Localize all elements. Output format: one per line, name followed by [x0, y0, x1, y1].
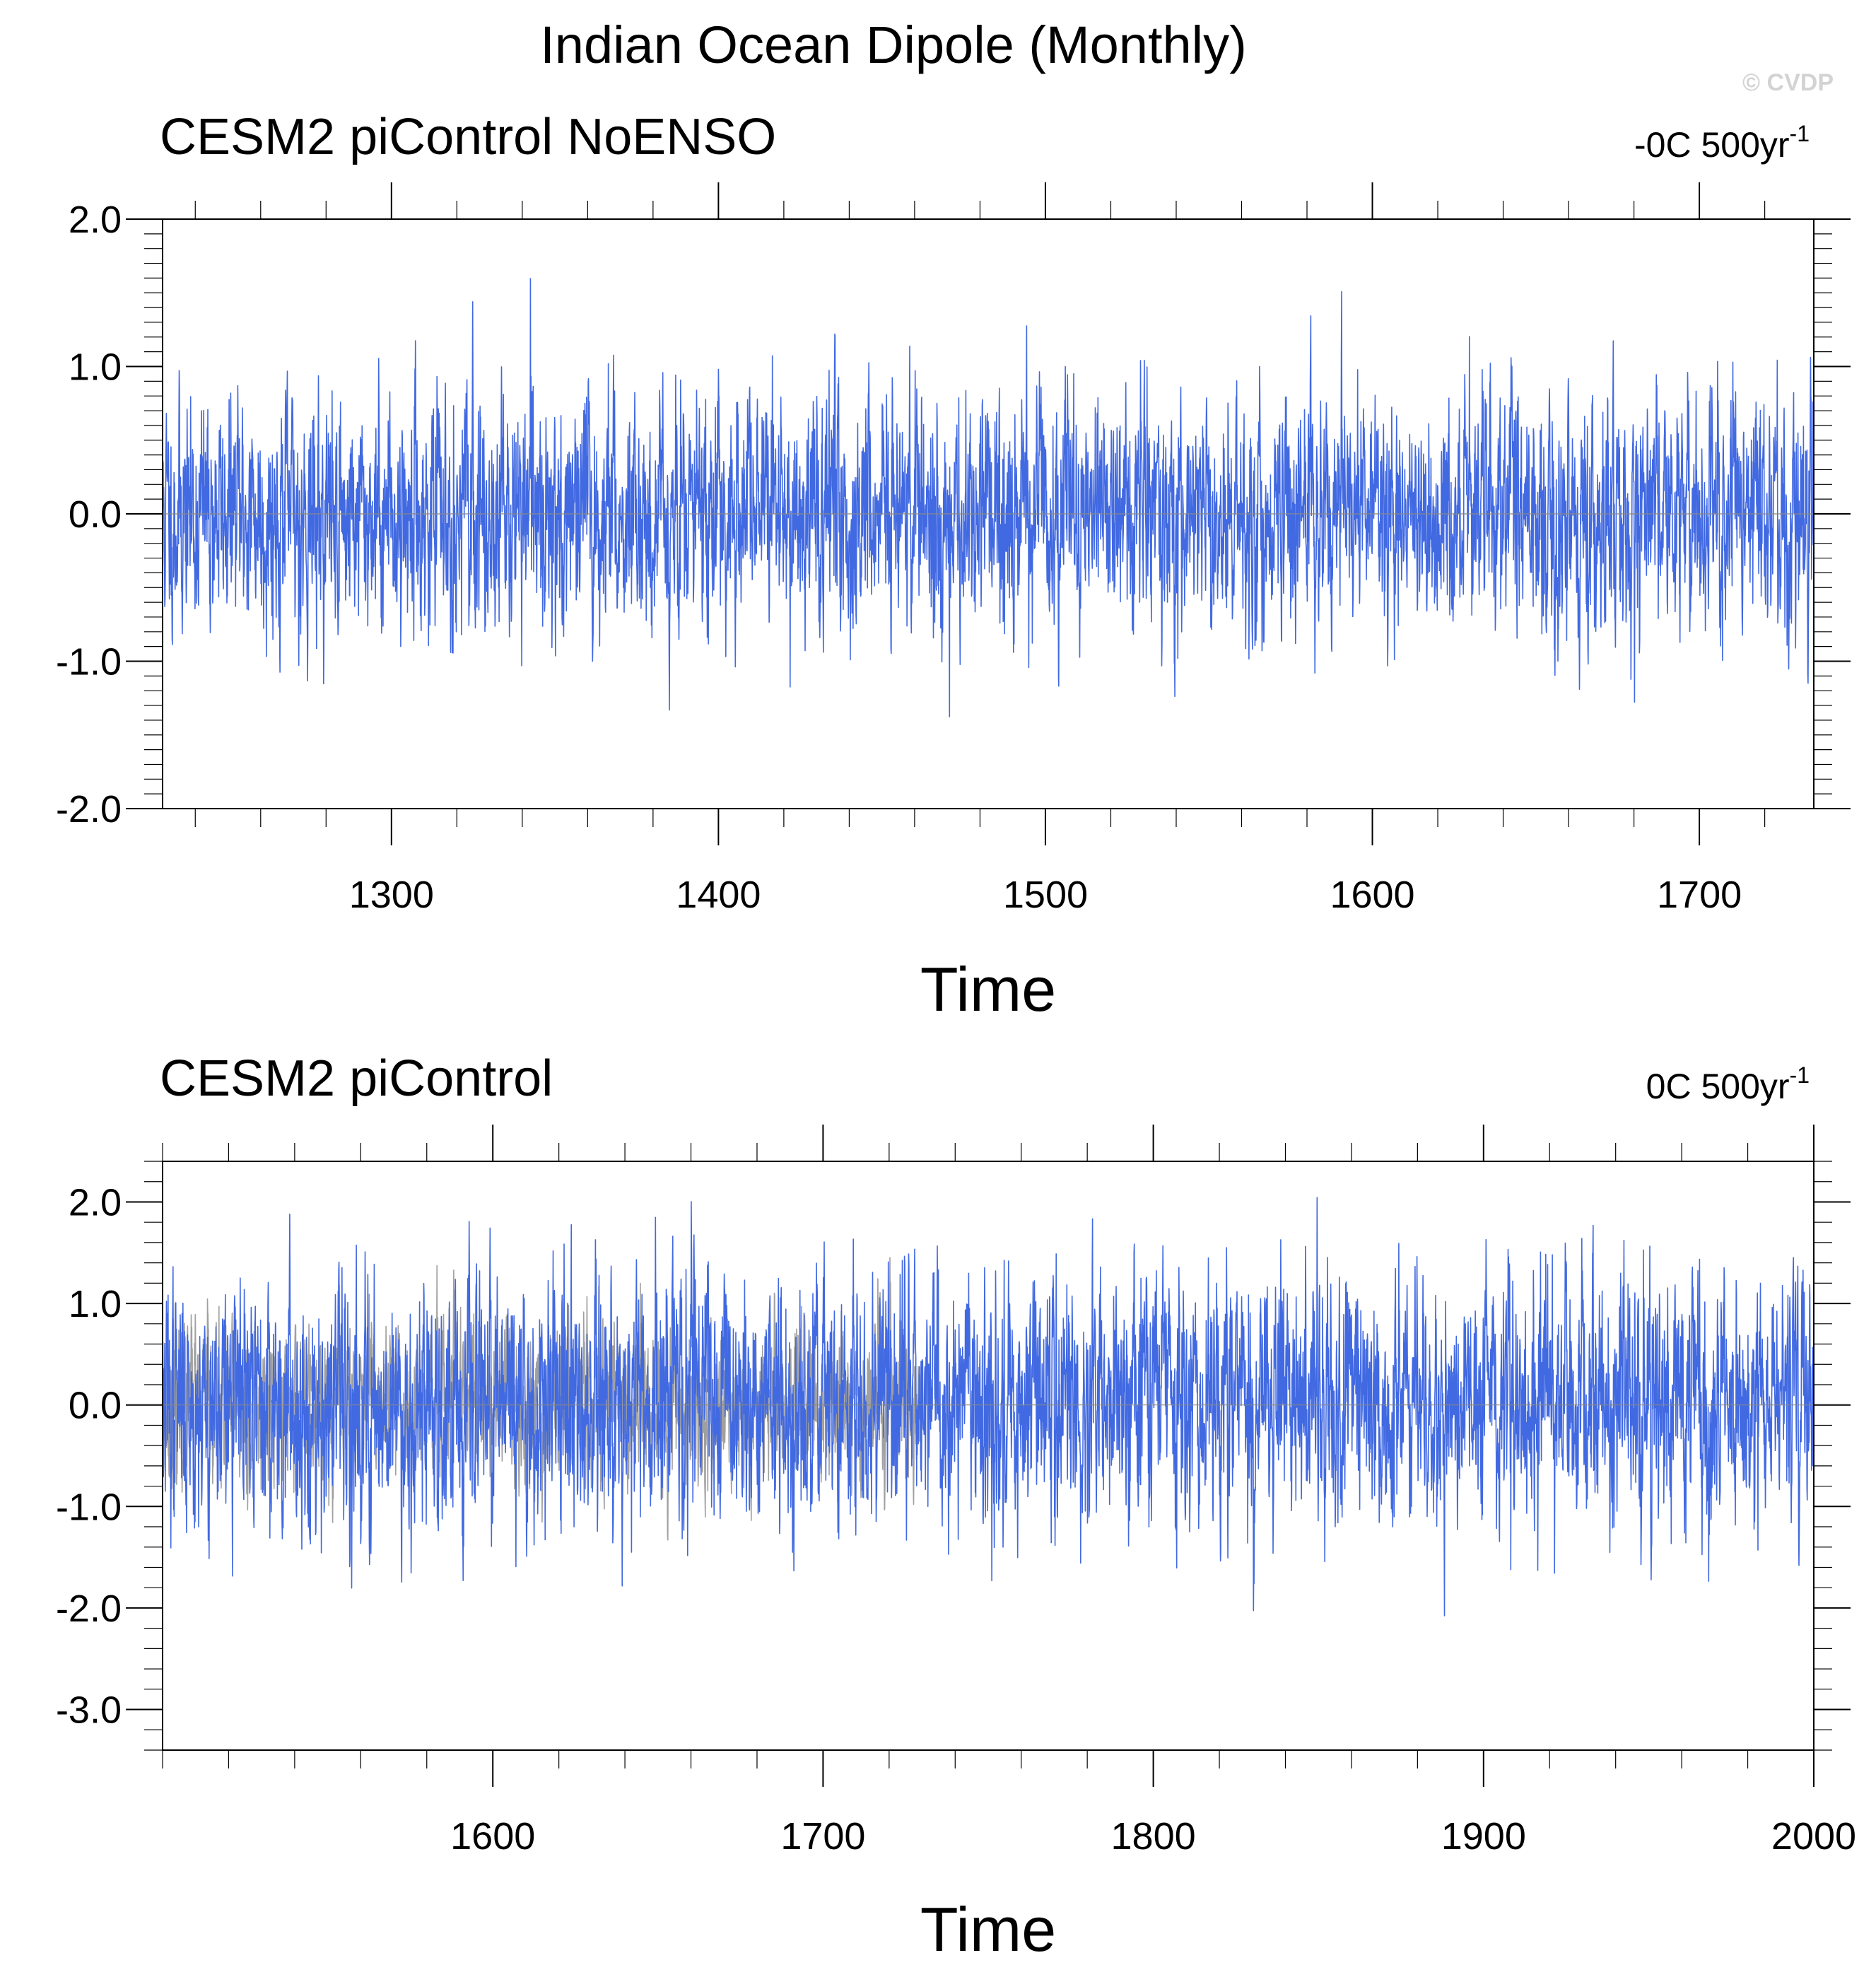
- panel-noenso-x-label: Time: [920, 954, 1056, 1024]
- panel-noenso-y-axis: -2.0 -1.0 0.0 1.0 2.0: [56, 199, 1851, 831]
- panel-noenso-y-tick-label: -1.0: [56, 641, 122, 684]
- copyright-label: © CVDP: [1742, 69, 1834, 96]
- panel-picontrol-x-axis: 1600 1700 1800 1900 2000: [162, 1125, 1856, 1858]
- panel-picontrol-trend-label: 0C 500yr-1: [1646, 1062, 1810, 1106]
- panel-noenso-frame: [162, 218, 1815, 809]
- panel-noenso-plot-area: [162, 278, 1815, 717]
- panel-picontrol-x-tick-label: 1700: [780, 1815, 865, 1858]
- panel-noenso-series-line-0: [162, 278, 1815, 717]
- panel-picontrol-x-tick-label: 1600: [450, 1815, 535, 1858]
- panel-picontrol-trend-exponent: -1: [1790, 1062, 1810, 1088]
- figure-title: Indian Ocean Dipole (Monthly): [540, 16, 1247, 74]
- panel-noenso-y-tick-label: 0.0: [69, 493, 122, 536]
- panel-noenso: CESM2 piControl NoENSO -0C 500yr-1 -2.0-…: [56, 109, 1851, 1024]
- panel-noenso-y-tick-label: 1.0: [69, 346, 122, 389]
- panel-noenso-y-tick-label: -2.0: [56, 788, 122, 831]
- panel-noenso-x-tick-label: 1500: [1003, 874, 1088, 916]
- panel-picontrol-plot-area: [162, 1197, 1815, 1617]
- panel-picontrol-y-tick-label: 2.0: [69, 1181, 122, 1224]
- panel-picontrol-x-tick-label: 1800: [1111, 1815, 1196, 1858]
- panel-noenso-x-tick-label: 1400: [676, 874, 761, 916]
- panel-picontrol-trend-text: 0C 500yr: [1646, 1067, 1790, 1106]
- panel-noenso-x-axis: 1300 1400 1500 1600 1700: [194, 182, 1766, 916]
- panel-picontrol-y-tick-label: -3.0: [56, 1689, 122, 1732]
- panel-picontrol-title: CESM2 piControl: [160, 1050, 553, 1107]
- panel-noenso-trend-exponent: -1: [1790, 121, 1810, 146]
- panel-picontrol-y-tick-label: -2.0: [56, 1588, 122, 1630]
- panel-picontrol-y-tick-label: 1.0: [69, 1283, 122, 1325]
- panel-picontrol-series-line-1: [162, 1197, 1815, 1617]
- panel-noenso-trend-text: -0C 500yr: [1634, 125, 1790, 165]
- panel-noenso-x-tick-label: 1600: [1330, 874, 1414, 916]
- panel-picontrol-y-tick-label: 0.0: [69, 1385, 122, 1427]
- panel-picontrol-y-tick-label: -1.0: [56, 1486, 122, 1528]
- panel-picontrol-x-tick-label: 2000: [1771, 1815, 1856, 1858]
- panel-picontrol-frame: [162, 1161, 1815, 1751]
- panel-noenso-trend-label: -0C 500yr-1: [1634, 121, 1810, 165]
- panel-picontrol-x-label: Time: [920, 1894, 1056, 1964]
- panel-noenso-x-tick-label: 1700: [1657, 874, 1742, 916]
- panel-noenso-x-tick-label: 1300: [349, 874, 434, 916]
- panel-noenso-title: CESM2 piControl NoENSO: [160, 109, 776, 165]
- panel-noenso-y-tick-label: 2.0: [69, 199, 122, 241]
- panel-picontrol-y-axis: -3.0 -2.0 -1.0 0.0 1.0 2.0: [56, 1161, 1851, 1751]
- panel-picontrol: CESM2 piControl 0C 500yr-1 -3.0 -2.0 -1.0 0…: [56, 1050, 1856, 1964]
- panel-picontrol-x-tick-label: 1900: [1441, 1815, 1526, 1858]
